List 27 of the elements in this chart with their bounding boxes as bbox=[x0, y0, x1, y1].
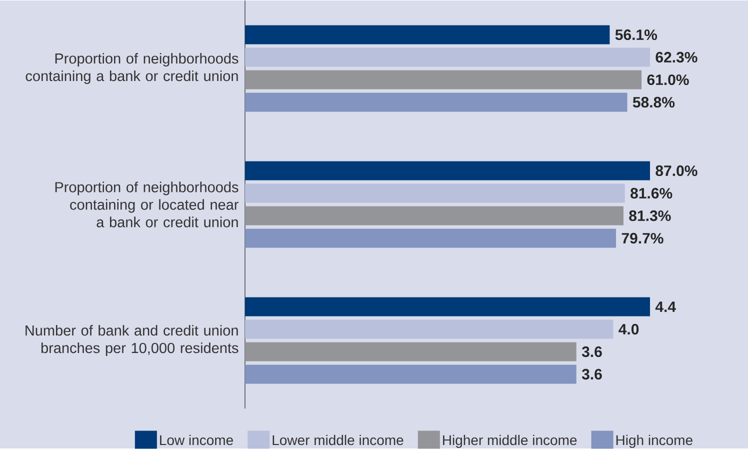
bar bbox=[245, 48, 650, 67]
data-label: 81.6% bbox=[630, 188, 672, 199]
data-label: 4.4 bbox=[655, 302, 676, 312]
bar bbox=[245, 206, 624, 226]
bar bbox=[245, 228, 616, 248]
bar bbox=[245, 184, 625, 203]
bar bbox=[245, 25, 610, 44]
data-label: 3.6 bbox=[582, 369, 602, 380]
data-label: 87.0% bbox=[656, 166, 698, 176]
y-tick-label: Proportion of neighborhoods containing or located near a bank or credit union bbox=[55, 182, 239, 228]
y-tick-label: Proportion of neighborhoods containing a bank or credit union bbox=[26, 53, 238, 84]
bar bbox=[245, 161, 650, 180]
legend-label: Higher middle income bbox=[443, 435, 577, 448]
legend-label: Lower middle income bbox=[272, 435, 404, 446]
legend-label: High income bbox=[616, 435, 692, 448]
data-label: 81.3% bbox=[629, 210, 671, 222]
bar bbox=[245, 92, 628, 112]
data-label: 58.8% bbox=[632, 97, 675, 108]
data-label: 79.7% bbox=[622, 233, 664, 244]
y-tick-label: Number of bank and credit union branches per 10,000 residents bbox=[26, 325, 238, 356]
data-label: 4.0 bbox=[618, 324, 639, 335]
data-label: 62.3% bbox=[656, 52, 698, 63]
data-label: 56.1% bbox=[615, 30, 658, 40]
legend-label: Low income bbox=[160, 435, 233, 446]
data-label: 61.0% bbox=[647, 74, 689, 86]
data-label: 3.6 bbox=[582, 346, 602, 358]
bar bbox=[245, 70, 642, 90]
